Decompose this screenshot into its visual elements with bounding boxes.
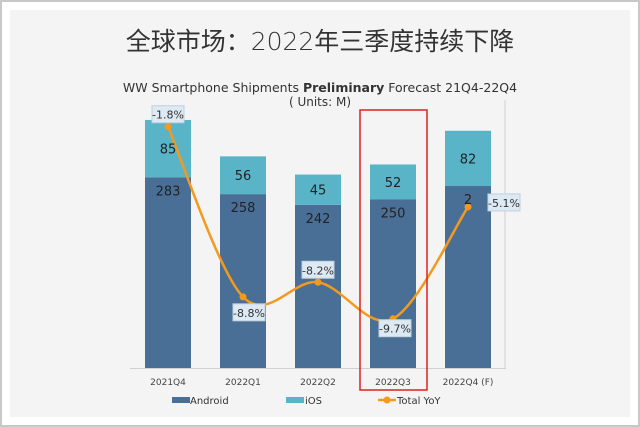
bar-ios-4 bbox=[445, 130, 491, 187]
yoy-callout-2 bbox=[301, 260, 335, 279]
yoy-label-0: -1.8% bbox=[152, 109, 184, 122]
label-ios-2: 45 bbox=[310, 184, 327, 199]
label-android-2: 242 bbox=[306, 212, 331, 227]
yoy-callout-3 bbox=[378, 319, 412, 338]
yoy-callout-1 bbox=[232, 303, 266, 322]
label-ios-4: 82 bbox=[460, 152, 477, 167]
bar-android-2 bbox=[295, 204, 341, 368]
label-android-0: 283 bbox=[156, 184, 181, 199]
x-tick-label-1: 2022Q1 bbox=[225, 378, 261, 388]
x-tick-label-2: 2022Q2 bbox=[300, 378, 336, 388]
yoy-point-2 bbox=[314, 278, 322, 286]
legend-marker-yoy bbox=[383, 396, 391, 404]
label-android-3: 250 bbox=[381, 207, 406, 222]
yoy-label-4: -5.1% bbox=[488, 197, 520, 210]
chart-title: WW Smartphone Shipments Preliminary Fore… bbox=[123, 80, 517, 95]
label-android-1: 258 bbox=[231, 201, 256, 216]
x-tick-label-0: 2021Q4 bbox=[150, 378, 186, 388]
yoy-point-4 bbox=[464, 203, 472, 211]
label-ios-0: 85 bbox=[160, 143, 177, 158]
label-ios-3: 52 bbox=[385, 176, 402, 191]
yoy-point-1 bbox=[239, 293, 247, 301]
x-tick-label-3: 2022Q3 bbox=[375, 378, 411, 388]
bar-ios-2 bbox=[295, 174, 341, 205]
yoy-callout-4 bbox=[487, 193, 521, 212]
yoy-callout-0 bbox=[151, 105, 185, 124]
yoy-label-3: -9.7% bbox=[379, 323, 411, 336]
yoy-point-0 bbox=[164, 123, 172, 131]
bar-android-0 bbox=[145, 177, 191, 368]
chart-subtitle: ( Units: M) bbox=[289, 95, 351, 109]
x-tick-label-4: 2022Q4 (F) bbox=[443, 378, 494, 388]
label-ios-1: 56 bbox=[235, 169, 252, 184]
bar-ios-3 bbox=[370, 164, 416, 200]
legend-label-yoy: Total YoY bbox=[396, 396, 441, 407]
label-android-4: 2 bbox=[464, 193, 472, 208]
legend-label-ios: iOS bbox=[305, 396, 322, 407]
yoy-label-2: -8.2% bbox=[302, 264, 334, 277]
bar-android-4 bbox=[445, 186, 491, 368]
yoy-label-1: -8.8% bbox=[233, 307, 265, 320]
bar-ios-1 bbox=[220, 156, 266, 195]
bar-android-1 bbox=[220, 194, 266, 368]
bar-android-3 bbox=[370, 199, 416, 368]
legend-swatch-ios bbox=[286, 397, 304, 403]
page-title: 全球市场：2022年三季度持续下降 bbox=[125, 27, 515, 56]
highlight-box-3 bbox=[359, 109, 428, 391]
legend-label-android: Android bbox=[190, 396, 229, 407]
legend-swatch-android bbox=[172, 397, 190, 403]
